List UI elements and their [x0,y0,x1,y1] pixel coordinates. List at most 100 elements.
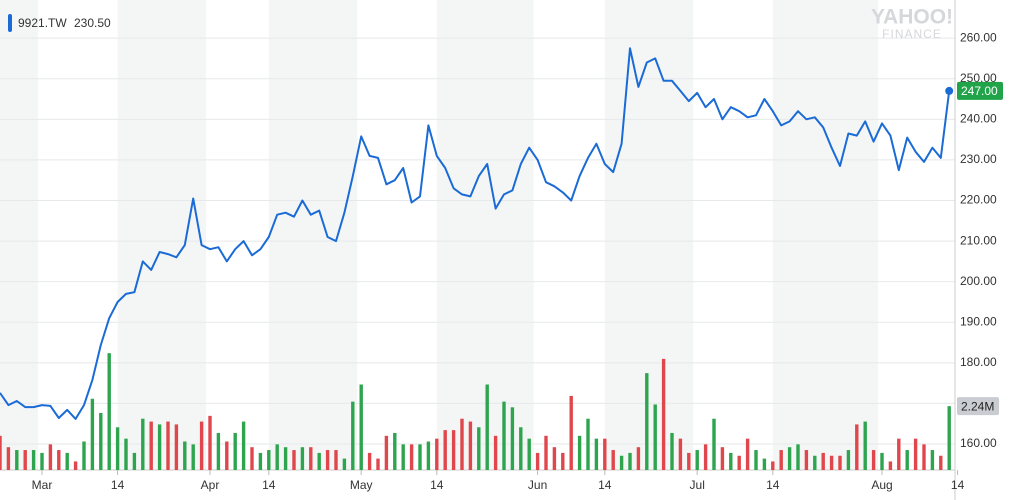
price-label: 247.00 [961,84,998,98]
volume-bar [687,452,691,470]
volume-badge [957,397,999,416]
volume-bar [300,447,305,470]
y-tick-label: 200.00 [960,274,997,288]
volume-bar [426,441,431,470]
volume-bar [166,421,170,470]
volume-bar [628,452,632,470]
volume-bar [359,384,363,470]
y-tick-label: 240.00 [960,111,997,125]
volume-bar [241,421,246,470]
volume-bar [611,450,615,470]
volume-bar [905,450,909,470]
volume-bar [6,447,11,470]
volume-bar [157,424,162,470]
legend-quote: 230.50 [74,16,111,30]
x-tick-label: 14 [951,478,965,492]
volume-bar [107,353,111,470]
volume-bar [73,461,78,470]
volume-bar [493,435,498,470]
volume-bar [317,452,321,470]
volume-bar [913,438,918,470]
y-tick-label: 190.00 [960,314,997,328]
volume-bar [418,444,422,470]
x-tick-label: 14 [598,478,612,492]
volume-bar [880,452,884,470]
watermark: YAHOO! [871,6,953,29]
volume-bar [703,444,708,470]
x-tick-label: Mar [32,478,53,492]
volume-bar [90,398,95,470]
y-tick-label: 180.00 [960,355,997,369]
volume-bar [561,452,565,470]
band [268,0,358,470]
x-tick-label: 14 [430,478,444,492]
legend-swatch [8,14,12,32]
volume-bar [863,421,867,470]
volume-bar [15,450,19,470]
volume-bar [586,418,590,470]
volume-bar [292,450,296,470]
volume-bar [174,424,179,470]
volume-bar [897,438,901,470]
volume-bar [678,438,683,470]
volume-bar [48,444,53,470]
volume-bar [603,438,607,470]
volume-bar [855,424,859,470]
y-tick-label: 220.00 [960,193,997,207]
volume-bar [720,447,725,470]
volume-bar [485,384,489,470]
volume-bar [569,395,573,470]
volume-bar [653,404,657,470]
volume-bar [468,421,473,470]
volume-bar [754,450,758,470]
legend-symbol: 9921.TW [18,16,67,30]
volume-bar [31,450,36,470]
volume-bar [838,455,842,470]
x-tick-label: 14 [262,478,276,492]
volume-bar [544,435,548,470]
volume-bar [502,401,506,470]
volume-bar [939,455,943,470]
volume-bar [124,438,128,470]
volume-bar [510,407,515,470]
volume-bar [477,427,481,470]
volume-bar [309,447,313,470]
x-tick-label: Aug [871,478,892,492]
volume-bar [443,430,447,470]
x-tick-label: May [350,478,373,492]
volume-bar [225,441,229,470]
volume-bar [771,461,775,470]
volume-bar [451,430,456,470]
volume-bar [737,455,741,470]
price-line [0,47,951,420]
volume-bar [141,418,145,470]
volume-bar [57,450,61,470]
volume-bar [367,452,372,470]
volume-bar [636,447,641,470]
volume-bar [115,427,120,470]
x-tick-label: Jul [690,478,705,492]
volume-bar [922,444,926,470]
volume-bar [645,373,649,470]
volume-bar [619,455,624,470]
volume-bar [191,444,195,470]
volume-bar [745,438,750,470]
volume-bar [65,452,69,470]
volume-bar [821,452,825,470]
volume-bar [695,450,699,470]
volume-bar [871,450,876,470]
volume-bar [250,447,254,470]
background [0,0,956,500]
x-tick-label: Apr [201,478,220,492]
band [604,0,694,470]
volume-bar [40,452,44,470]
volume-bar [796,444,800,470]
volume-bar [233,432,237,470]
x-tick-label: 14 [111,478,125,492]
volume-bar [325,450,330,470]
volume-bar [813,455,817,470]
volume-bar [99,413,103,470]
volume-bar [82,441,86,470]
volume-bar [342,458,347,470]
